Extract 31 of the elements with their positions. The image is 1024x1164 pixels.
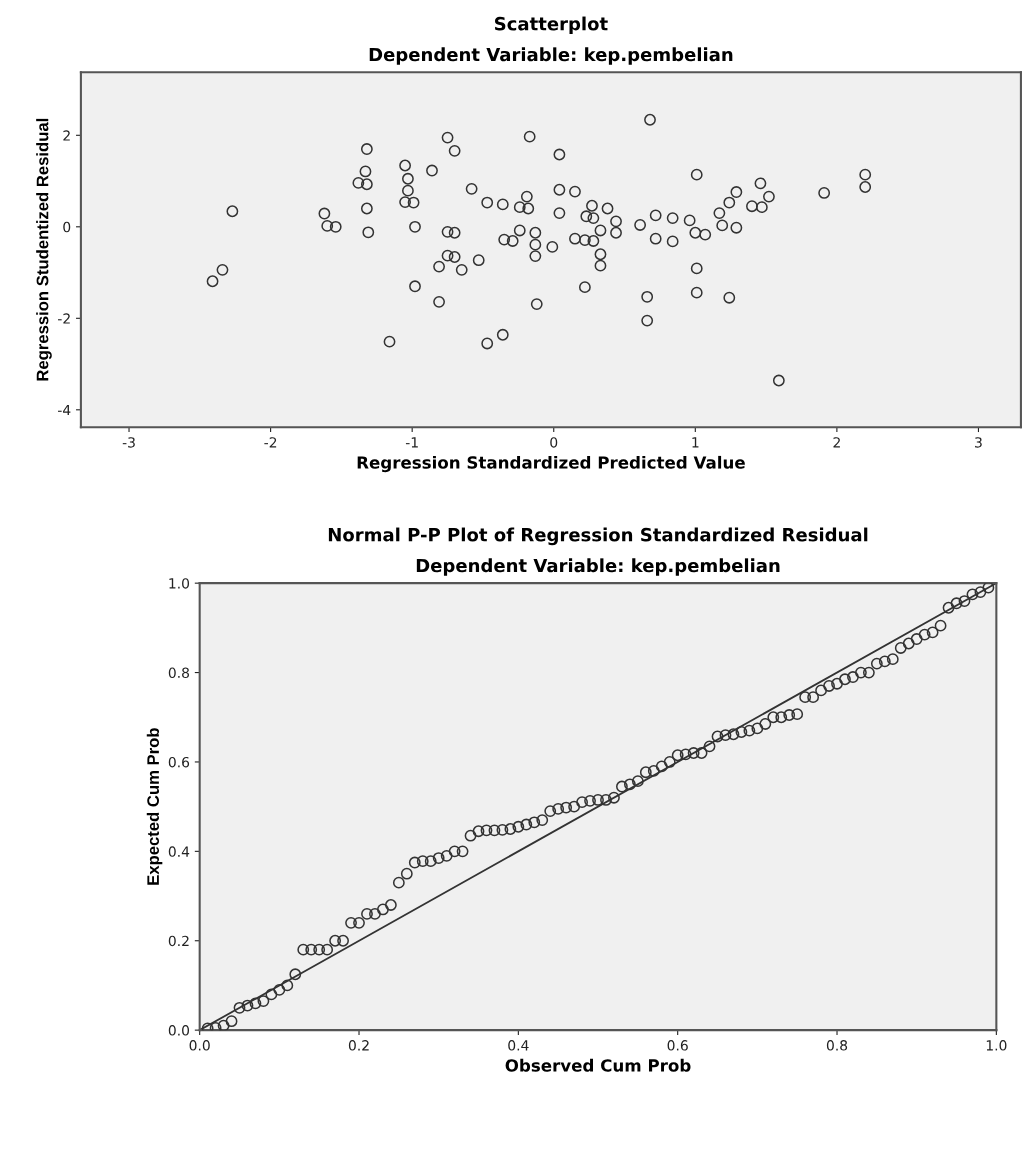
y-tick-label: 1.0 — [169, 578, 190, 589]
y-axis-title: Regression Studentized Residual — [36, 118, 52, 381]
chart-subtitle: Dependent Variable: kep.pembelian — [416, 558, 780, 576]
x-axis-title: Observed Cum Prob — [505, 1058, 691, 1072]
y-tick-label: -4 — [58, 404, 71, 416]
x-tick-label: 0.6 — [667, 1040, 688, 1051]
x-tick-label: 2 — [833, 437, 840, 448]
y-tick-label: -2 — [58, 313, 70, 324]
x-tick-label: 0.4 — [508, 1040, 529, 1051]
x-tick-label: 0.2 — [348, 1040, 369, 1051]
chart-title: Scatterplot — [494, 16, 608, 35]
x-tick-label: 0.8 — [826, 1040, 848, 1051]
x-axis-title: Regression Standardized Predicted Value — [357, 455, 745, 473]
chart-title: Normal P-P Plot of Regression Standardized Residual — [328, 527, 868, 546]
y-axis-title: Expected Cum Prob — [146, 728, 163, 885]
y-tick-label: 2 — [63, 130, 70, 141]
y-tick-label: 0.8 — [168, 667, 190, 679]
y-tick-label: 0 — [63, 221, 71, 233]
x-tick-label: -3 — [122, 437, 135, 448]
x-tick-label: 1 — [692, 437, 699, 448]
y-tick-label: 0.4 — [168, 846, 190, 857]
y-tick-label: 0.6 — [168, 756, 190, 768]
x-tick-label: 3 — [975, 437, 982, 448]
x-tick-label: 1.0 — [986, 1040, 1007, 1051]
y-tick-label: 0.2 — [168, 935, 189, 947]
x-tick-label: 0 — [550, 437, 558, 448]
x-tick-label: -1 — [405, 437, 418, 448]
x-tick-label: -2 — [264, 437, 277, 448]
x-tick-label: 0.0 — [189, 1040, 210, 1051]
chart-subtitle: Dependent Variable: kep.pembelian — [369, 47, 733, 65]
y-tick-label: 0.0 — [168, 1025, 190, 1036]
